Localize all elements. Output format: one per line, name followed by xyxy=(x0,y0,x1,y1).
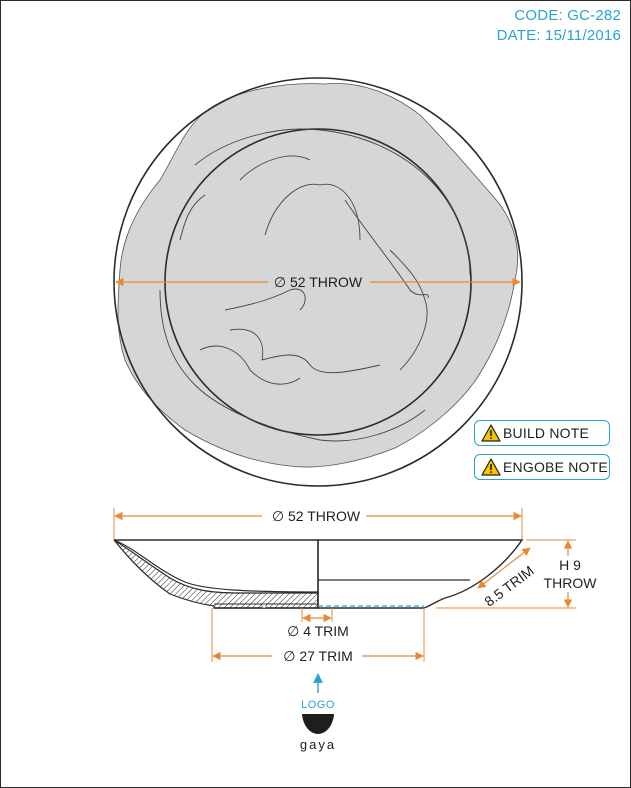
height-label-suffix: THROW xyxy=(544,575,598,591)
section-hatched-wall xyxy=(113,539,319,609)
warning-icon xyxy=(481,458,501,476)
engobe-note-label: ENGOBE NOTE xyxy=(503,459,608,475)
glaze-area xyxy=(117,82,518,468)
gaya-bowl-icon xyxy=(302,714,334,734)
height-label: H 9 xyxy=(559,557,581,573)
engobe-note-button[interactable]: ENGOBE NOTE xyxy=(474,454,610,480)
wall-label: 8.5 TRIM xyxy=(481,562,536,609)
section-diameter-label: ∅ 52 THROW xyxy=(272,508,361,524)
logo-block: LOGO gaya xyxy=(300,673,336,752)
top-view: ∅ 52 THROW xyxy=(113,77,523,487)
brand-name: gaya xyxy=(300,737,336,752)
section-view: ∅ 52 THROW H 9 THROW 8.5 TRIM ∅ 4 TRIM ∅… xyxy=(113,508,598,664)
product-code: CODE: GC-282 xyxy=(514,7,621,24)
foot-diameter-label: ∅ 27 TRIM xyxy=(283,648,353,664)
build-note-label: BUILD NOTE xyxy=(503,425,590,441)
drawing-date: DATE: 15/11/2016 xyxy=(496,27,621,44)
logo-label: LOGO xyxy=(301,699,335,711)
warning-icon xyxy=(481,424,501,442)
inner-foot-label: ∅ 4 TRIM xyxy=(287,623,349,639)
glaze-contours xyxy=(159,128,471,442)
build-note-button[interactable]: BUILD NOTE xyxy=(474,420,610,446)
wall-dimension-line xyxy=(477,547,531,589)
plate-rim xyxy=(113,77,523,487)
top-diameter-label: ∅ 52 THROW xyxy=(274,274,363,290)
